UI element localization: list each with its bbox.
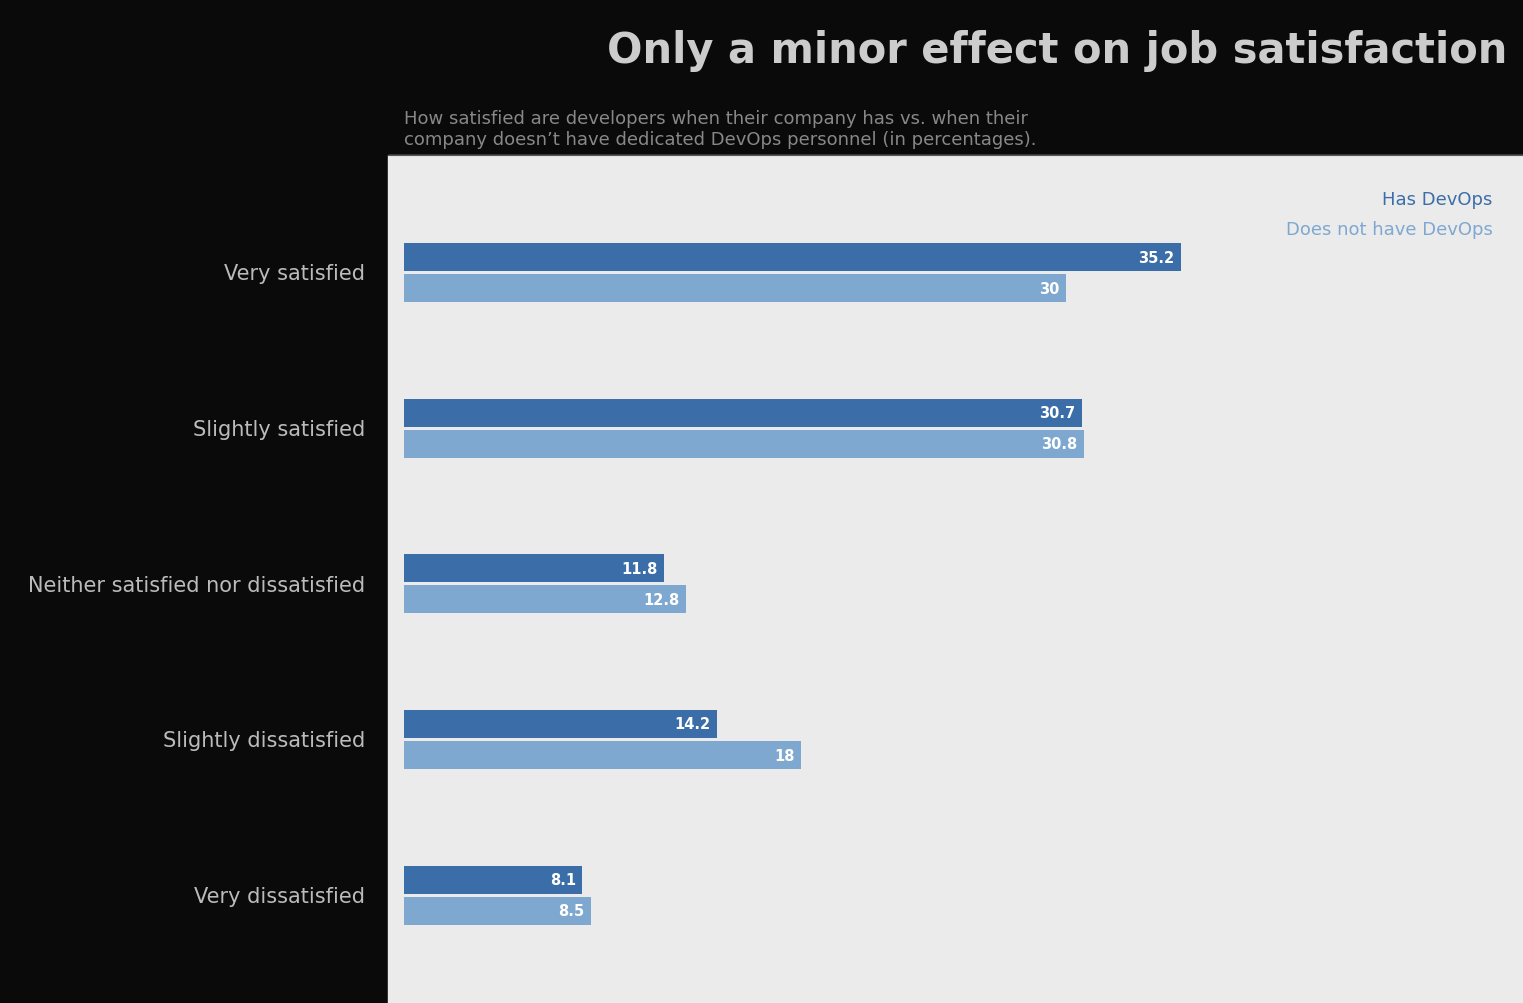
Text: Has DevOps: Has DevOps bbox=[1383, 191, 1493, 209]
Text: Very dissatisfied: Very dissatisfied bbox=[193, 886, 366, 906]
Text: Very satisfied: Very satisfied bbox=[224, 264, 366, 284]
Text: Only a minor effect on job satisfaction: Only a minor effect on job satisfaction bbox=[608, 30, 1508, 72]
Bar bbox=[404, 244, 1180, 272]
Bar bbox=[404, 741, 801, 769]
Bar bbox=[404, 866, 582, 894]
Text: Neither satisfied nor dissatisfied: Neither satisfied nor dissatisfied bbox=[27, 575, 366, 595]
Text: 35.2: 35.2 bbox=[1138, 251, 1174, 265]
Text: 8.1: 8.1 bbox=[550, 873, 576, 887]
Text: 30.8: 30.8 bbox=[1040, 437, 1077, 451]
Text: 18: 18 bbox=[774, 748, 795, 762]
Text: How satisfied are developers when their company has vs. when their
company doesn: How satisfied are developers when their … bbox=[404, 110, 1036, 149]
Text: Slightly satisfied: Slightly satisfied bbox=[193, 419, 366, 439]
Bar bbox=[404, 710, 717, 738]
Text: Does not have DevOps: Does not have DevOps bbox=[1285, 221, 1493, 239]
Text: 30: 30 bbox=[1039, 282, 1060, 296]
Bar bbox=[404, 399, 1081, 427]
Bar bbox=[404, 555, 664, 583]
Text: Slightly dissatisfied: Slightly dissatisfied bbox=[163, 730, 366, 750]
Bar bbox=[404, 430, 1084, 458]
Text: 12.8: 12.8 bbox=[643, 593, 679, 607]
Bar bbox=[404, 897, 591, 925]
Bar bbox=[404, 275, 1066, 303]
Text: 8.5: 8.5 bbox=[559, 904, 585, 918]
Bar bbox=[404, 586, 687, 614]
Text: 30.7: 30.7 bbox=[1039, 406, 1075, 420]
Text: 14.2: 14.2 bbox=[675, 717, 711, 731]
Text: 11.8: 11.8 bbox=[621, 562, 658, 576]
